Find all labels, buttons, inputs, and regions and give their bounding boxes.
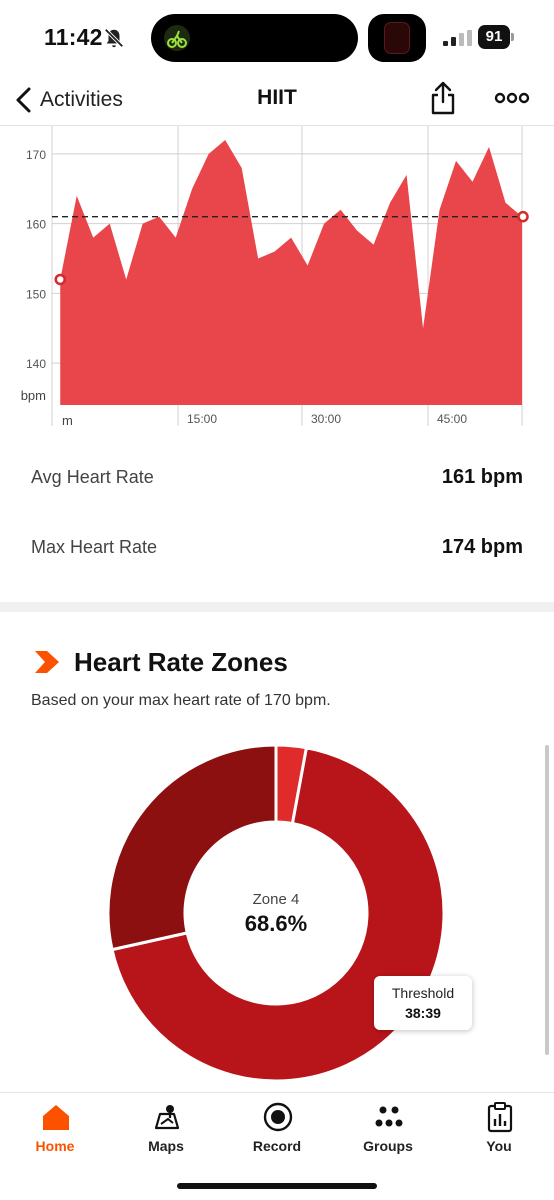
- donut-percent: 68.6%: [244, 911, 308, 936]
- status-bar: 11:42 91: [0, 0, 554, 76]
- tab-maps[interactable]: Maps: [111, 1093, 221, 1163]
- zones-subtitle: Based on your max heart rate of 170 bpm.: [31, 692, 331, 709]
- more-options-icon[interactable]: [494, 86, 530, 110]
- donut-zone-label: Zone 4: [252, 891, 300, 908]
- signal-icon: [443, 30, 472, 46]
- start-point: [54, 273, 66, 286]
- zones-header: Heart Rate Zones: [34, 644, 288, 680]
- tab-bar: Home Maps Record Groups: [0, 1092, 554, 1200]
- avg-heart-rate-value: 161 bpm: [441, 465, 523, 488]
- live-activity-icon: [384, 22, 410, 54]
- heart-rate-area: [60, 139, 523, 405]
- tab-you-label: You: [486, 1138, 512, 1154]
- dynamic-island: [151, 14, 358, 62]
- tab-maps-label: Maps: [148, 1138, 184, 1154]
- max-heart-rate-label: Max Heart Rate: [31, 536, 158, 557]
- max-heart-rate-value: 174 bpm: [441, 535, 523, 558]
- maps-icon: [154, 1105, 180, 1130]
- y-axis-label: bpm: [21, 388, 46, 403]
- end-point: [517, 210, 529, 223]
- battery-cap: [511, 33, 514, 41]
- tab-groups-label: Groups: [363, 1138, 413, 1154]
- tooltip-zone-time: 38:39: [405, 1005, 441, 1021]
- donut-slice-zone-4: [110, 746, 446, 1083]
- nav-bar: Activities HIIT: [0, 76, 554, 126]
- live-activity-pill: [368, 14, 426, 62]
- status-time: 11:42: [44, 24, 103, 50]
- x-tick-label: 30:00: [311, 412, 341, 426]
- tab-home-label: Home: [35, 1138, 75, 1154]
- heart-rate-chart: 140 150 160 170 bpm m 15:00 30:00 45:00: [21, 126, 529, 428]
- zone-tooltip: Threshold 38:39: [374, 976, 472, 1030]
- tab-home[interactable]: Home: [0, 1093, 110, 1163]
- share-icon[interactable]: [428, 80, 458, 116]
- home-icon: [43, 1105, 69, 1130]
- record-icon: [263, 1102, 293, 1132]
- chevron-left-icon: [16, 87, 31, 113]
- max-heart-rate-row: Max Heart Rate 174 bpm: [31, 532, 523, 562]
- y-tick-label: 150: [26, 287, 46, 301]
- you-icon: [487, 1102, 513, 1133]
- avg-heart-rate-label: Avg Heart Rate: [31, 466, 154, 487]
- bell-off-icon: [104, 28, 124, 48]
- y-tick-label: 170: [26, 148, 46, 162]
- x-axis-label: m: [62, 413, 73, 428]
- scroll-indicator[interactable]: [545, 745, 549, 1055]
- battery-indicator: 91: [478, 25, 514, 49]
- avg-heart-rate-row: Avg Heart Rate 161 bpm: [31, 462, 523, 492]
- tooltip-zone-name: Threshold: [391, 985, 455, 1001]
- tab-groups[interactable]: Groups: [333, 1093, 443, 1163]
- home-indicator: [177, 1183, 377, 1189]
- zones-donut-chart[interactable]: [100, 738, 460, 1088]
- section-divider: [0, 602, 554, 612]
- tab-you[interactable]: You: [444, 1093, 554, 1163]
- tab-record[interactable]: Record: [222, 1093, 332, 1163]
- tab-record-label: Record: [252, 1138, 302, 1154]
- back-button[interactable]: Activities: [14, 82, 123, 118]
- y-tick-label: 140: [26, 357, 46, 371]
- battery-level: 91: [478, 25, 510, 49]
- zones-chevron-icon: [35, 651, 59, 673]
- zones-title: Heart Rate Zones: [74, 646, 288, 677]
- x-tick-label: 15:00: [187, 412, 217, 426]
- cycling-activity-icon: [164, 25, 190, 51]
- back-label: Activities: [40, 88, 123, 111]
- y-tick-label: 160: [26, 218, 46, 232]
- x-tick-label: 45:00: [437, 412, 467, 426]
- groups-icon: [375, 1106, 403, 1127]
- donut-slice-zone-5: [106, 743, 278, 952]
